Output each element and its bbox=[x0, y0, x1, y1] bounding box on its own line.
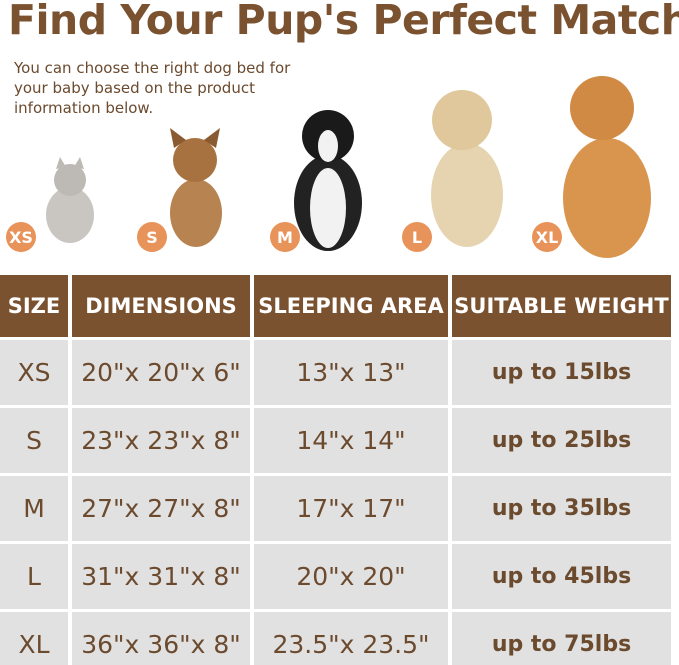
header-size: SIZE bbox=[0, 275, 68, 337]
sleeping-area-cell: 14"x 14" bbox=[254, 408, 448, 473]
golden-retriever-image bbox=[563, 76, 651, 258]
weight-cell: up to 35lbs bbox=[452, 476, 671, 541]
size-badge-l: L bbox=[402, 222, 432, 252]
sleeping-area-cell: 20"x 20" bbox=[254, 544, 448, 609]
dimensions-cell: 27"x 27"x 8" bbox=[72, 476, 250, 541]
table-row: S 23"x 23"x 8" 14"x 14" up to 25lbs bbox=[0, 408, 671, 473]
size-badge-xl: XL bbox=[532, 222, 562, 252]
table-row: L 31"x 31"x 8" 20"x 20" up to 45lbs bbox=[0, 544, 671, 609]
table-row: XL 36"x 36"x 8" 23.5"x 23.5" up to 75lbs bbox=[0, 612, 671, 665]
header-dimensions: DIMENSIONS bbox=[72, 275, 250, 337]
sleeping-area-cell: 23.5"x 23.5" bbox=[254, 612, 448, 665]
size-cell: S bbox=[0, 408, 68, 473]
sleeping-area-cell: 13"x 13" bbox=[254, 340, 448, 405]
header-sleeping-area: SLEEPING AREA bbox=[254, 275, 448, 337]
weight-cell: up to 75lbs bbox=[452, 612, 671, 665]
size-cell: XL bbox=[0, 612, 68, 665]
size-cell: XS bbox=[0, 340, 68, 405]
size-badge-s: S bbox=[137, 222, 167, 252]
size-badge-xs: XS bbox=[6, 222, 36, 252]
table-row: XS 20"x 20"x 6" 13"x 13" up to 15lbs bbox=[0, 340, 671, 405]
subtitle: You can choose the right dog bed for you… bbox=[14, 59, 291, 117]
table-row: M 27"x 27"x 8" 17"x 17" up to 35lbs bbox=[0, 476, 671, 541]
page-title: Find Your Pup's Perfect Match bbox=[8, 0, 679, 44]
weight-cell: up to 25lbs bbox=[452, 408, 671, 473]
size-cell: L bbox=[0, 544, 68, 609]
dimensions-cell: 23"x 23"x 8" bbox=[72, 408, 250, 473]
sleeping-area-cell: 17"x 17" bbox=[254, 476, 448, 541]
weight-cell: up to 15lbs bbox=[452, 340, 671, 405]
table-header-row: SIZE DIMENSIONS SLEEPING AREA SUITABLE W… bbox=[0, 275, 671, 337]
header-suitable-weight: SUITABLE WEIGHT bbox=[452, 275, 671, 337]
size-badge-m: M bbox=[270, 222, 300, 252]
size-table: SIZE DIMENSIONS SLEEPING AREA SUITABLE W… bbox=[0, 272, 675, 665]
french-bulldog-image bbox=[170, 128, 222, 247]
border-collie-image bbox=[294, 110, 362, 251]
cat-image bbox=[46, 157, 94, 243]
dimensions-cell: 20"x 20"x 6" bbox=[72, 340, 250, 405]
size-cell: M bbox=[0, 476, 68, 541]
dimensions-cell: 36"x 36"x 8" bbox=[72, 612, 250, 665]
golden-retriever-puppy-image bbox=[431, 90, 503, 247]
dimensions-cell: 31"x 31"x 8" bbox=[72, 544, 250, 609]
weight-cell: up to 45lbs bbox=[452, 544, 671, 609]
